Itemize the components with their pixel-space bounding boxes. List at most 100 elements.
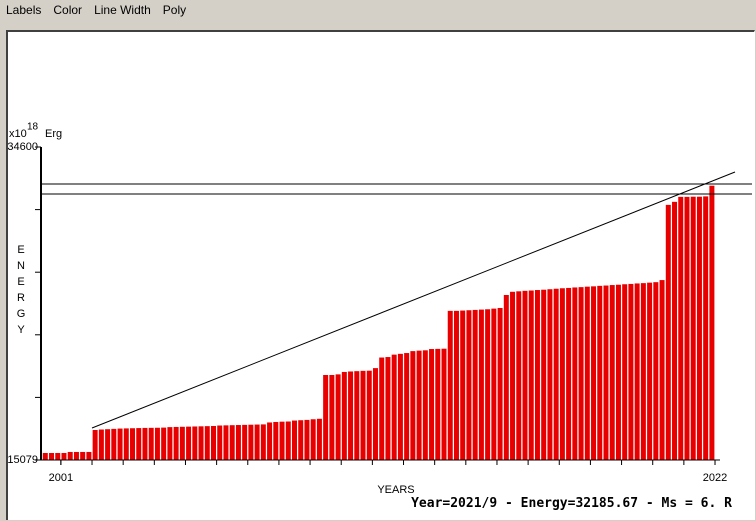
- bar: [55, 452, 61, 460]
- menu-item[interactable]: Labels: [6, 3, 42, 17]
- bar: [653, 282, 659, 460]
- bar: [42, 452, 48, 460]
- bar: [503, 294, 509, 460]
- bar: [628, 283, 634, 460]
- bar: [323, 375, 329, 460]
- bar: [397, 353, 403, 460]
- bar: [696, 196, 702, 460]
- bar: [173, 426, 179, 460]
- bar: [385, 357, 391, 460]
- bar: [167, 427, 173, 460]
- bar: [684, 196, 690, 460]
- bar: [466, 310, 472, 460]
- bar: [584, 286, 590, 460]
- bar: [61, 452, 67, 460]
- bar: [154, 427, 160, 460]
- bar: [267, 422, 273, 460]
- bar: [316, 418, 322, 460]
- bar: [148, 427, 154, 460]
- bar: [223, 425, 229, 460]
- bar: [80, 451, 86, 460]
- bar: [572, 287, 578, 460]
- bar: [578, 287, 584, 460]
- bar: [123, 428, 129, 460]
- menu-item[interactable]: Line Width: [94, 3, 151, 17]
- bar: [553, 288, 559, 460]
- bar: [453, 310, 459, 460]
- bar: [609, 285, 615, 460]
- bar: [534, 290, 540, 460]
- bar: [441, 348, 447, 460]
- bar: [528, 290, 534, 460]
- bar: [478, 309, 484, 460]
- bar: [105, 429, 111, 460]
- bar: [559, 288, 565, 460]
- bar: [142, 427, 148, 460]
- bar: [703, 196, 709, 460]
- bar: [49, 452, 55, 460]
- bar: [304, 419, 310, 460]
- bar: [310, 419, 316, 460]
- bar: [491, 308, 497, 460]
- y-unit: Erg: [45, 128, 62, 140]
- menu-item[interactable]: Color: [53, 3, 83, 17]
- x-tick-label: 2022: [703, 472, 727, 484]
- bar: [348, 371, 354, 460]
- menu-item[interactable]: Poly: [162, 3, 187, 17]
- y-tick-label: 15079: [7, 454, 38, 466]
- bar: [622, 284, 628, 460]
- bar: [566, 287, 572, 460]
- bar: [634, 283, 640, 460]
- bar: [422, 350, 428, 460]
- bar: [659, 280, 665, 460]
- bar: [260, 424, 266, 460]
- bar: [67, 451, 73, 460]
- bar: [591, 286, 597, 460]
- bar: [198, 426, 204, 460]
- bar: [254, 424, 260, 460]
- bar: [217, 425, 223, 460]
- bar: [229, 425, 235, 460]
- y-unit-base: x10: [9, 128, 27, 140]
- y-axis-label: ENERGY: [15, 244, 27, 340]
- x-axis-label: YEARS: [377, 484, 414, 496]
- y-unit-exponent: 18: [27, 122, 39, 133]
- bar: [204, 426, 210, 460]
- bar: [460, 310, 466, 460]
- bar: [360, 370, 366, 460]
- bar: [597, 285, 603, 460]
- bar: [211, 425, 217, 460]
- bar: [136, 428, 142, 460]
- bar: [615, 284, 621, 460]
- bar: [372, 368, 378, 460]
- bar: [522, 290, 528, 460]
- bar: [92, 430, 98, 460]
- bar: [279, 421, 285, 460]
- y-tick-label: 34600: [7, 141, 38, 153]
- x-tick-label: 2001: [49, 472, 73, 484]
- bar: [672, 201, 678, 460]
- bar: [186, 426, 192, 460]
- bar: [485, 309, 491, 460]
- bar: [354, 371, 360, 460]
- bar: [86, 451, 92, 460]
- bar: [285, 421, 291, 460]
- bar: [192, 426, 198, 460]
- bar: [472, 309, 478, 460]
- bar: [235, 425, 241, 460]
- bar: [117, 428, 123, 460]
- bar: [130, 428, 136, 460]
- bar: [541, 289, 547, 460]
- bar: [497, 307, 503, 460]
- bar: [510, 291, 516, 460]
- bar: [690, 196, 696, 460]
- bar: [248, 424, 254, 460]
- bar: [709, 185, 715, 460]
- bar: [678, 196, 684, 460]
- bar: [547, 289, 553, 460]
- bar: [341, 371, 347, 460]
- bar: [603, 285, 609, 460]
- bar: [98, 429, 104, 460]
- bar: [329, 375, 335, 460]
